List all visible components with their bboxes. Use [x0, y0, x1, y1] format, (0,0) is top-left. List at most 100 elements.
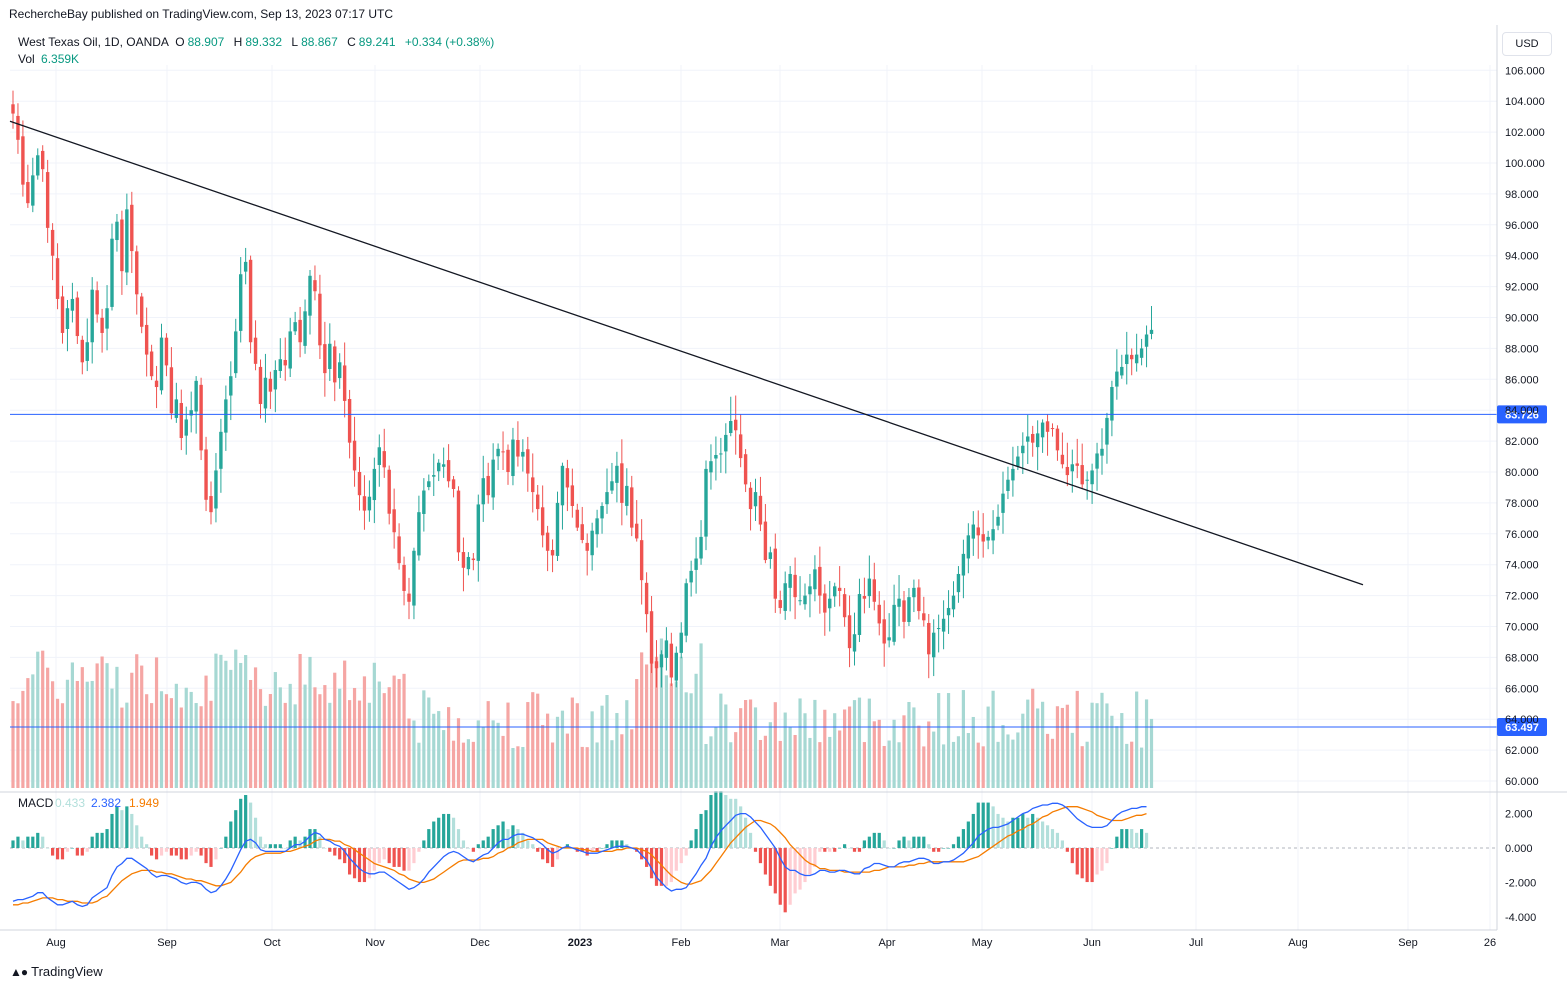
volume-bar: [224, 660, 228, 788]
volume-bar: [253, 667, 258, 788]
candle-body: [714, 455, 718, 459]
price-tick-label: 104.000: [1505, 96, 1545, 108]
volume-bar: [932, 731, 936, 788]
volume-bar: [1045, 733, 1050, 788]
volume-bar: [689, 693, 693, 788]
candle-body: [644, 582, 649, 615]
volume-bar: [496, 722, 500, 788]
macd-histogram-bar: [491, 829, 495, 848]
candle-body: [451, 479, 456, 489]
volume-bar: [105, 663, 109, 788]
candle-body: [783, 583, 787, 611]
macd-histogram-bar: [189, 848, 193, 856]
volume-bar: [813, 699, 817, 788]
macd-histogram-bar: [130, 813, 134, 848]
macd-histogram-bar: [150, 848, 154, 856]
volume-bar: [41, 650, 45, 788]
volume-bar: [823, 709, 827, 788]
candle-body: [154, 380, 159, 388]
volume-bar: [590, 711, 594, 788]
volume-bar: [694, 673, 698, 788]
price-tick-label: 106.000: [1505, 65, 1545, 77]
volume-bar: [536, 693, 540, 788]
macd-histogram-bar: [946, 848, 951, 849]
volume-bar: [818, 742, 822, 788]
candle-body: [496, 448, 500, 457]
footer-brand[interactable]: ▲● TradingView: [10, 964, 103, 979]
volume-bar: [387, 687, 391, 788]
volume-bar: [110, 688, 114, 788]
volume-bar: [961, 690, 965, 788]
volume-bar: [1026, 699, 1030, 788]
footer-brand-label: TradingView: [31, 964, 103, 979]
symbol-label[interactable]: West Texas Oil, 1D, OANDA: [18, 35, 169, 49]
macd-histogram-bar: [996, 813, 1000, 848]
candle-body: [585, 542, 589, 551]
macd-histogram-bar: [1090, 848, 1094, 883]
macd-histogram-bar: [357, 848, 362, 883]
macd-histogram-bar: [788, 848, 792, 905]
candle-body: [174, 399, 179, 418]
macd-histogram-bar: [610, 840, 614, 848]
volume-bar: [21, 690, 25, 788]
volume-bar: [927, 721, 931, 788]
macd-histogram-bar: [600, 848, 604, 849]
candle-body: [1075, 463, 1079, 466]
candle-body: [293, 322, 297, 332]
macd-histogram-bar: [46, 848, 50, 849]
macd-histogram-bar: [476, 844, 480, 848]
candle-body: [491, 459, 495, 498]
candle-body: [625, 485, 629, 506]
candle-body: [357, 471, 362, 496]
volume-bar: [501, 735, 505, 788]
price-tick-label: 72.000: [1505, 591, 1539, 603]
candle-body: [456, 490, 461, 553]
macd-histogram-bar: [719, 791, 723, 848]
volume-bar: [65, 679, 70, 788]
candle-body: [65, 308, 70, 329]
volume-bar: [407, 718, 411, 788]
macd-signal-value: 1.949: [129, 796, 159, 810]
tradingview-logo-icon: ▲●: [10, 964, 28, 979]
candle-body: [536, 494, 540, 510]
candle-body: [803, 595, 807, 605]
candle-body: [1006, 479, 1010, 491]
price-tick-label: 94.000: [1505, 251, 1539, 263]
volume-bar: [971, 716, 975, 788]
macd-tick-label: 2.000: [1505, 809, 1533, 821]
macd-histogram-bar: [258, 836, 263, 848]
volume-bar: [135, 654, 139, 788]
candle-body: [981, 534, 985, 542]
macd-histogram-bar: [372, 848, 376, 871]
volume-bar: [744, 700, 748, 788]
macd-histogram-bar: [1105, 848, 1109, 864]
candle-body: [833, 586, 837, 597]
candle-body: [748, 487, 753, 510]
candle-body: [184, 419, 188, 436]
axes: 83.726 63.497 106.000 104.000 102.000 100.000…: [0, 25, 1567, 949]
candle-body: [763, 521, 768, 561]
volume-bar: [179, 707, 183, 788]
currency-button[interactable]: USD: [1502, 32, 1552, 56]
volume-bar: [219, 654, 223, 788]
publisher-header: RechercheBay published on TradingView.co…: [9, 7, 394, 21]
macd-histogram-bar: [808, 848, 812, 875]
volume-bar: [872, 721, 876, 788]
candle-body: [560, 465, 565, 506]
volume-bar: [357, 700, 362, 788]
macd-histogram-bar: [70, 848, 74, 849]
candle-body: [11, 104, 15, 114]
macd-histogram-bar: [456, 829, 461, 848]
time-tick-label: May: [972, 937, 993, 949]
candle-body: [555, 502, 560, 556]
macd-histogram-bar: [818, 848, 822, 852]
macd-tick-label: -2.000: [1505, 877, 1536, 889]
candle-body: [239, 274, 243, 331]
candle-body: [1100, 448, 1104, 456]
volume-bar: [417, 742, 421, 788]
macd-histogram-bar: [1125, 829, 1129, 848]
volume-bar: [996, 741, 1000, 788]
candle-body: [466, 556, 471, 570]
macd-histogram-bar: [932, 848, 936, 852]
